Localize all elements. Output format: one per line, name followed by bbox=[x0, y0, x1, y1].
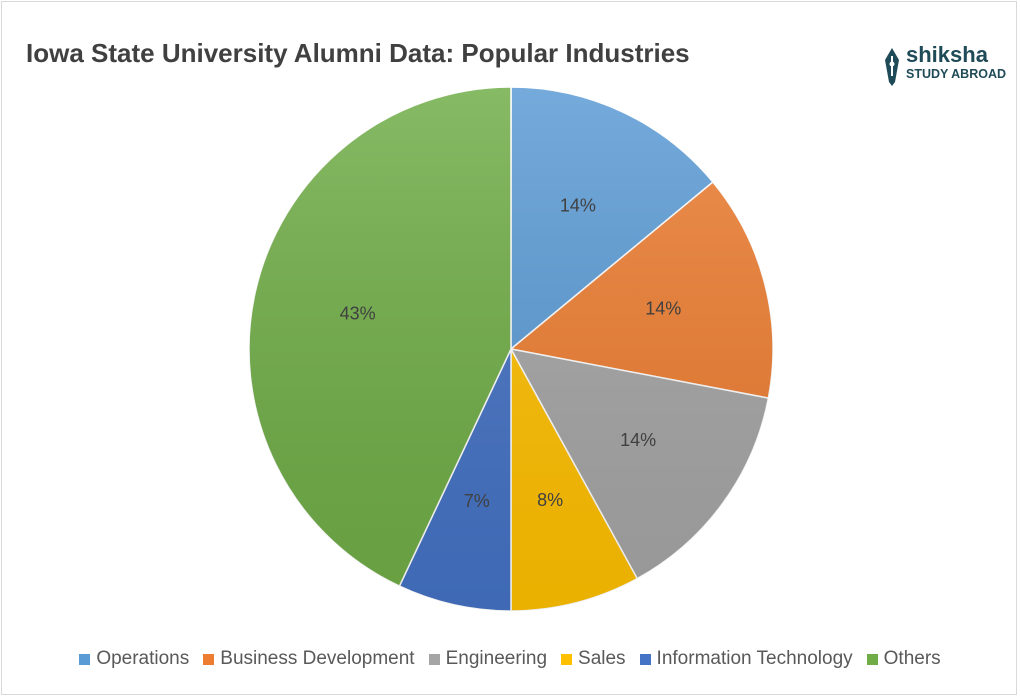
logo-subtitle: STUDY ABROAD bbox=[906, 67, 1007, 81]
legend-label: Information Technology bbox=[656, 648, 853, 669]
data-label-business-development: 14% bbox=[645, 299, 681, 319]
legend-swatch bbox=[866, 653, 878, 665]
pen-nib-icon bbox=[885, 48, 899, 86]
data-label-information-technology: 7% bbox=[464, 491, 490, 511]
data-label-engineering: 14% bbox=[620, 430, 656, 450]
legend-swatch bbox=[79, 653, 91, 665]
logo-wordmark: shiksha bbox=[906, 42, 988, 67]
shiksha-logo: shiksha STUDY ABROAD bbox=[882, 44, 1012, 92]
legend: Operations Business Development Engineerin… bbox=[0, 648, 1020, 670]
data-label-others: 43% bbox=[340, 303, 376, 323]
legend-swatch bbox=[561, 653, 573, 665]
legend-item-operations: Operations bbox=[79, 648, 189, 670]
legend-label: Engineering bbox=[445, 648, 548, 669]
data-label-sales: 8% bbox=[537, 490, 563, 510]
legend-item-information-technology: Information Technology bbox=[639, 648, 853, 670]
legend-item-business-development: Business Development bbox=[203, 648, 415, 670]
legend-label: Sales bbox=[578, 648, 626, 669]
legend-swatch bbox=[428, 653, 440, 665]
legend-label: Operations bbox=[96, 648, 190, 669]
legend-item-engineering: Engineering bbox=[428, 648, 548, 670]
legend-item-others: Others bbox=[866, 648, 941, 670]
legend-swatch bbox=[203, 653, 215, 665]
data-label-operations: 14% bbox=[560, 196, 596, 216]
legend-swatch bbox=[639, 653, 651, 665]
legend-label: Business Development bbox=[220, 648, 415, 669]
legend-item-sales: Sales bbox=[561, 648, 626, 670]
legend-label: Others bbox=[883, 648, 941, 669]
chart-title: Iowa State University Alumni Data: Popul… bbox=[26, 38, 690, 68]
